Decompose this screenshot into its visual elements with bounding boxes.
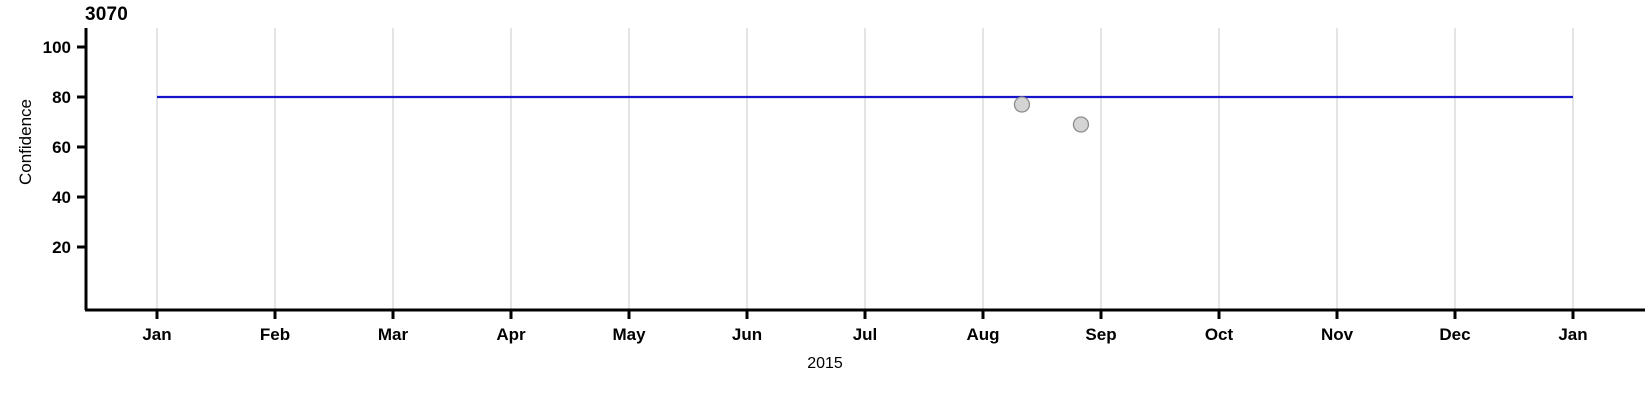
x-tick-label: May [612, 325, 646, 344]
x-tick-label: Apr [496, 325, 526, 344]
x-tick-label: Jul [853, 325, 878, 344]
y-tick-label: 40 [52, 188, 71, 207]
chart-title: 3070 [85, 4, 129, 25]
x-axis-label: 2015 [807, 355, 843, 372]
series-group [157, 95, 1573, 133]
x-tick-label: Sep [1085, 325, 1116, 344]
y-tick-label: 60 [52, 138, 71, 157]
data-point[interactable] [1072, 116, 1090, 133]
x-tick-label: Feb [260, 325, 290, 344]
y-ticks-group: 20 40 60 80 100 [43, 38, 86, 257]
data-point[interactable] [1013, 96, 1031, 113]
y-tick-label: 80 [52, 88, 71, 107]
y-tick-label: 100 [43, 38, 71, 57]
x-tick-label: Mar [378, 325, 409, 344]
x-tick-label: Jan [142, 325, 171, 344]
x-tick-label: Oct [1205, 325, 1234, 344]
x-tick-label: Aug [966, 325, 999, 344]
gridlines-group [156, 28, 1574, 309]
x-tick-label: Dec [1439, 325, 1470, 344]
x-tick-label: Jun [732, 325, 762, 344]
x-tick-label: Nov [1321, 325, 1354, 344]
x-tick-label: Jan [1558, 325, 1587, 344]
y-tick-label: 20 [52, 238, 71, 257]
x-ticks-group: Jan Feb Mar Apr May Jun Jul Aug Sep Oct Nov Dec Jan [142, 310, 1588, 344]
